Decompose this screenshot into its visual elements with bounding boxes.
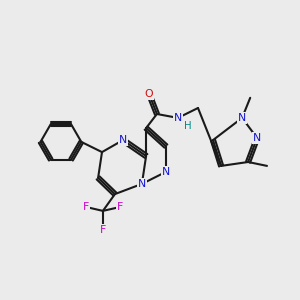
Text: F: F [100, 225, 106, 235]
Text: H: H [184, 121, 192, 131]
Text: O: O [145, 89, 153, 99]
Text: N: N [162, 167, 170, 177]
Text: N: N [253, 133, 261, 143]
Text: F: F [117, 202, 123, 212]
Text: N: N [238, 113, 246, 123]
Text: N: N [174, 113, 182, 123]
Text: N: N [138, 179, 146, 189]
Text: F: F [83, 202, 89, 212]
Text: N: N [119, 135, 127, 145]
